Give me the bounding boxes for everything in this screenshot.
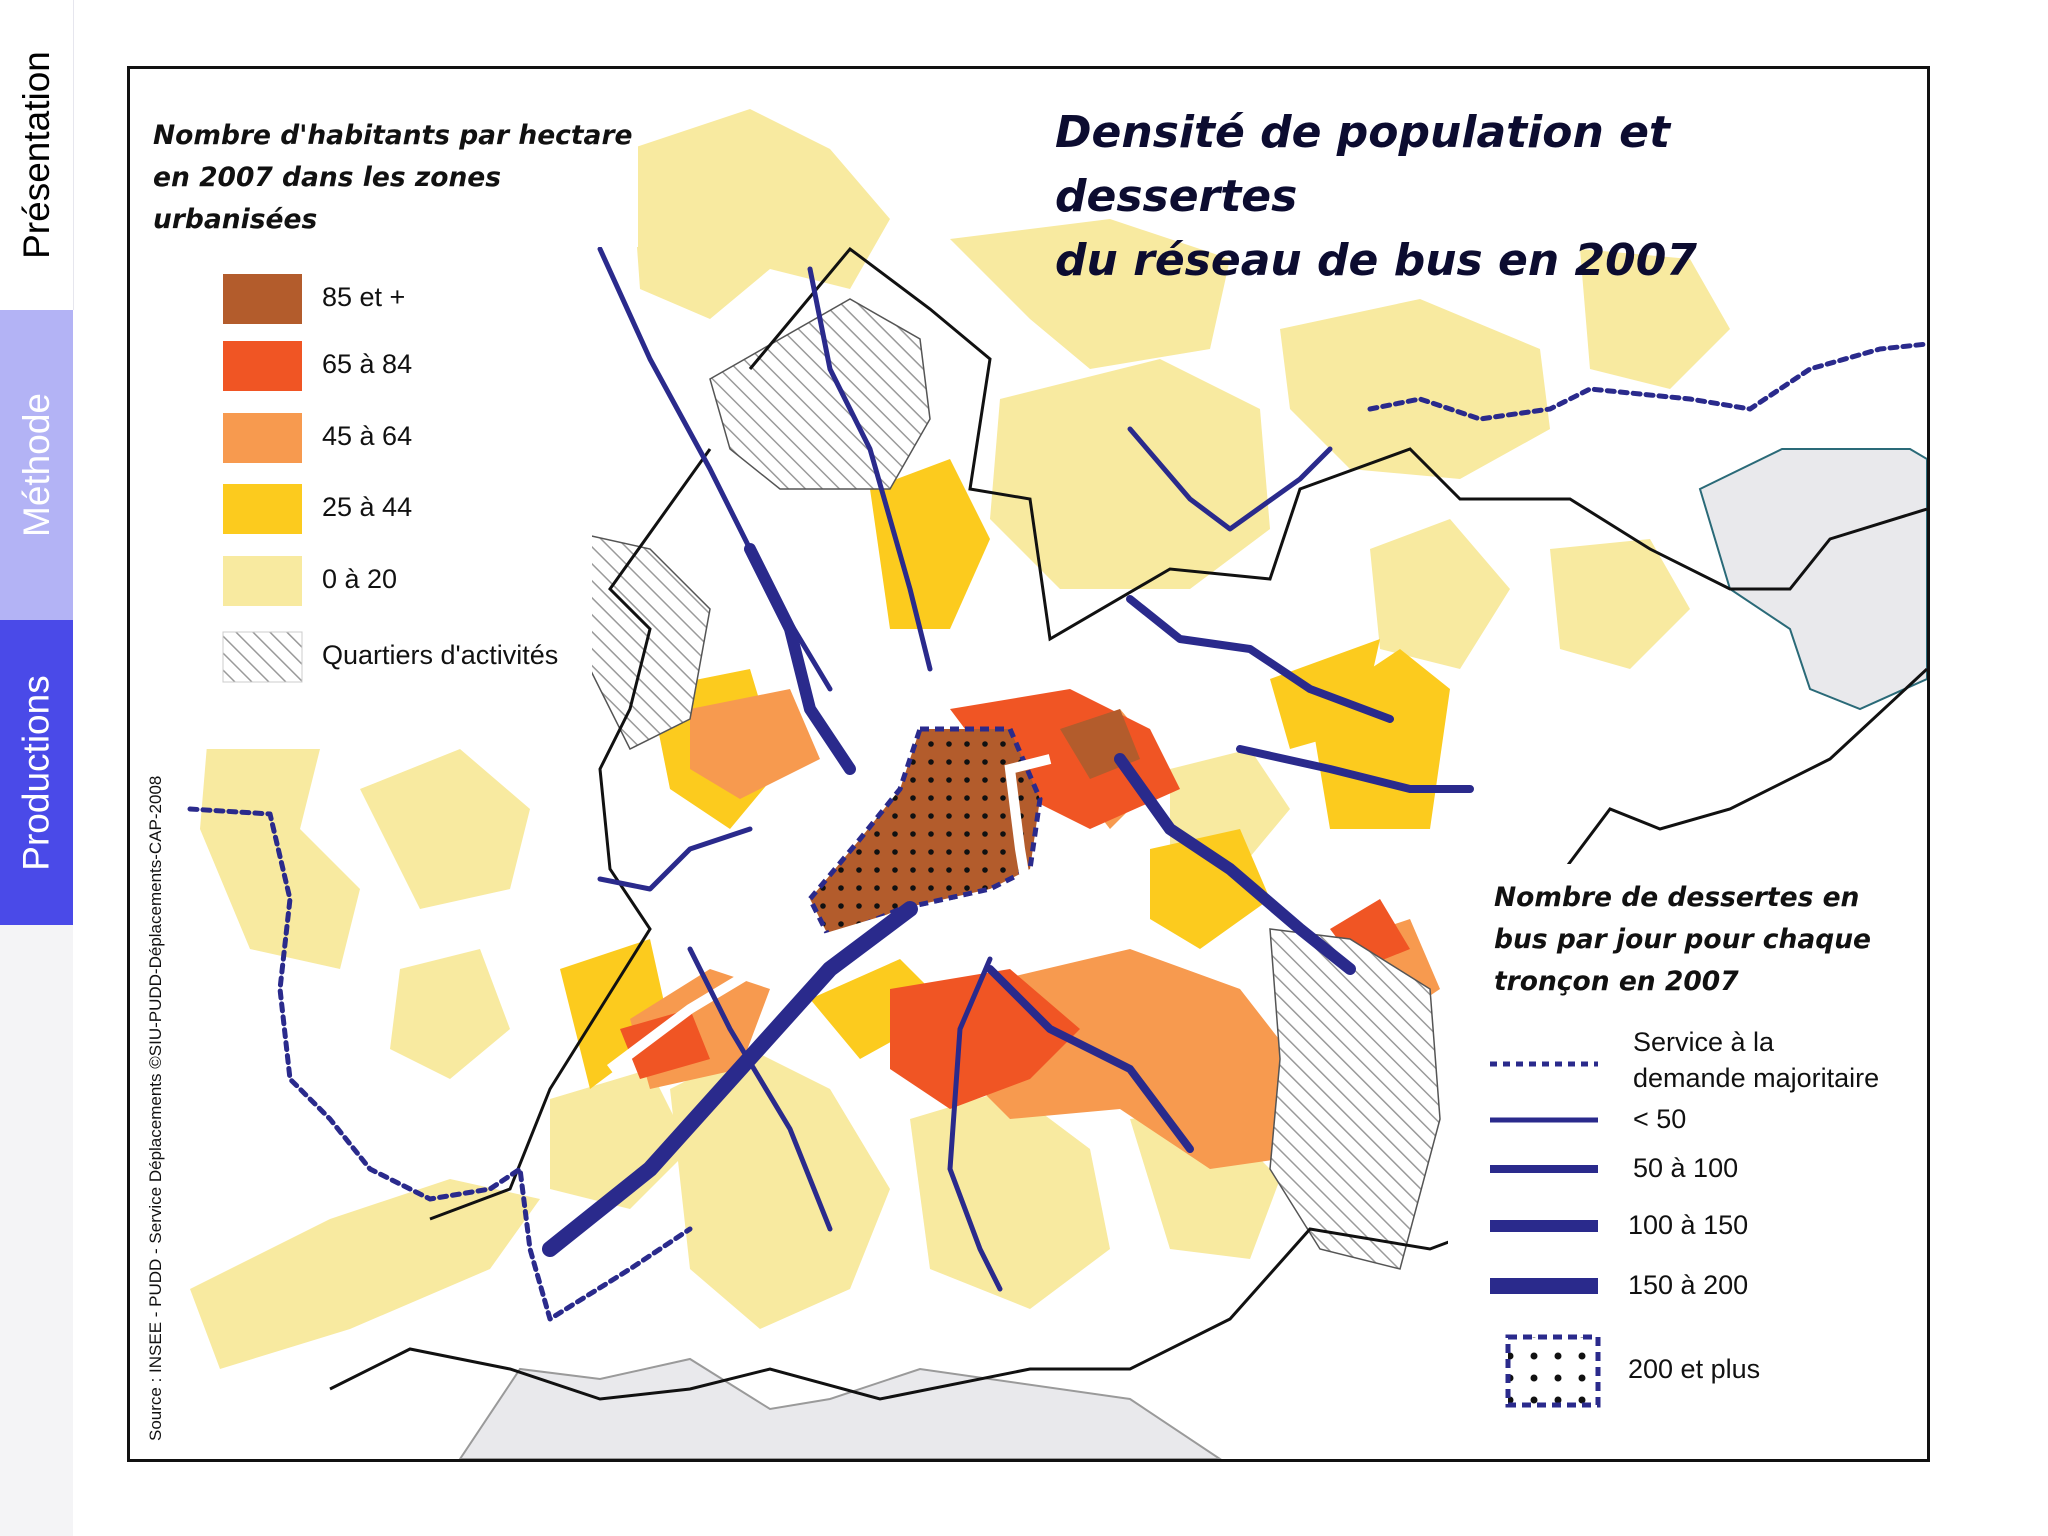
zone-light-east2 — [1370, 519, 1510, 669]
legend-label-150-200: 150 à 200 — [1628, 1270, 1749, 1300]
population-legend-heading-line2: en 2007 dans les zones — [153, 162, 502, 193]
tab-productions-label: Productions — [15, 674, 57, 871]
zone-light-northwest — [630, 109, 890, 319]
zone-light-east — [1580, 249, 1730, 389]
legend-label-25-44: 25 à 44 — [322, 492, 413, 522]
legend-label-45-64: 45 à 64 — [322, 421, 413, 451]
zone-yellow-southwest — [560, 939, 670, 1089]
density-bus-map — [142, 109, 1927, 1459]
source-note: Source : INSEE - PUDD - Service Déplacem… — [146, 775, 165, 1441]
swatch-45-64 — [223, 413, 302, 463]
river — [607, 754, 1052, 1073]
zone-light-south — [670, 1049, 890, 1329]
zone-red-south — [890, 969, 1080, 1109]
bus-line-on-demand-east — [1367, 341, 1927, 422]
bus-line-thin-west — [597, 826, 753, 892]
bus-legend-heading-line3: tronçon en 2007 — [1494, 966, 1739, 997]
population-legend-heading-line3: urbanisées — [153, 204, 318, 235]
activity-districts — [559, 298, 1441, 1270]
commune-boundary — [329, 246, 1927, 1401]
tab-productions[interactable]: Productions — [0, 620, 73, 925]
outer-gray-areas — [458, 448, 1927, 1459]
bus-line-thick-east — [1114, 753, 1356, 975]
legend-label-0-20: 0 à 20 — [322, 564, 398, 594]
zone-yellow-north — [870, 459, 990, 629]
zone-light-north — [950, 219, 1230, 369]
zone-red-southwest — [620, 1009, 710, 1079]
nav-background — [0, 925, 73, 1536]
bus-line-medium-east — [1236, 745, 1474, 793]
bus-line-medium-south — [986, 965, 1194, 1153]
legend-label-on-demand-line2: demande majoritaire — [1633, 1063, 1880, 1093]
zone-orange-north — [690, 689, 820, 799]
city-core-200-plus — [807, 726, 1043, 943]
bus-legend — [1448, 864, 1927, 1459]
legend-label-under-50: < 50 — [1633, 1104, 1687, 1134]
zone-light-south2 — [910, 1089, 1110, 1309]
zone-light-northeast — [1280, 299, 1550, 479]
population-legend-heading-line1: Nombre d'habitants par hectare — [153, 120, 633, 151]
swatch-25-44 — [223, 484, 302, 534]
zone-light-east3 — [1550, 539, 1690, 669]
legend-label-65-84: 65 à 84 — [322, 349, 413, 379]
zone-light-southwest — [190, 1179, 540, 1369]
tab-methode[interactable]: Méthode — [0, 310, 73, 620]
map-frame: Densité de population et dessertes du ré… — [127, 66, 1930, 1462]
bus-line-thin-north — [807, 266, 933, 672]
swatch-65-84 — [223, 341, 302, 391]
population-legend-heading: Nombre d'habitants par hectare en 2007 d… — [153, 115, 639, 247]
bus-line-medium-northeast — [1126, 595, 1394, 723]
map-title: Densité de population et dessertes du ré… — [1055, 101, 1927, 293]
zone-yellow-center-right — [1150, 829, 1270, 949]
bus-network — [187, 246, 1927, 1322]
bus-line-thick-northwest — [744, 543, 856, 775]
bus-line-very-thick-southwest — [542, 901, 918, 1257]
zone-light-west2 — [360, 749, 530, 909]
gray-area-south — [458, 1357, 1222, 1459]
source-note-anchor: Source : INSEE - PUDD - Service Déplacem… — [146, 776, 170, 1442]
legend-label-85-plus: 85 et + — [322, 282, 406, 312]
legend-label-200-plus: 200 et plus — [1628, 1354, 1761, 1384]
bus-line-thin-south — [947, 956, 1003, 1292]
map-title-line2: du réseau de bus en 2007 — [1055, 235, 1697, 286]
bus-line-thin-east — [1127, 426, 1333, 532]
bus-legend-heading: Nombre de dessertes en bus par jour pour… — [1494, 877, 1871, 1003]
bus-legend-heading-line1: Nombre de dessertes en — [1494, 882, 1860, 913]
swatch-0-20 — [223, 556, 302, 606]
gray-area-east — [1698, 448, 1927, 711]
zone-yellow-east — [1310, 649, 1450, 829]
bus-legend-heading-line2: bus par jour pour chaque — [1494, 924, 1872, 955]
legend-label-on-demand: Service à la demande majoritaire — [1633, 1024, 1879, 1096]
legend-label-100-150: 100 à 150 — [1628, 1210, 1749, 1240]
legend-label-activity-districts: Quartiers d'activités — [322, 640, 559, 670]
tab-presentation-label: Présentation — [15, 51, 57, 259]
bus-line-thin-southwest — [687, 946, 833, 1232]
activity-district-north — [709, 298, 931, 490]
legend-area-200-plus — [1505, 1334, 1601, 1408]
legend-label-50-100: 50 à 100 — [1633, 1153, 1739, 1183]
legend-label-on-demand-line1: Service à la — [1633, 1027, 1775, 1057]
zone-light-west3 — [390, 949, 510, 1079]
zone-yellow-river — [810, 959, 950, 1059]
swatch-activity-districts — [222, 631, 303, 683]
map-title-line1: Densité de population et dessertes — [1055, 107, 1670, 222]
tab-methode-label: Méthode — [15, 393, 57, 537]
tab-presentation[interactable]: Présentation — [0, 0, 74, 310]
zone-light-center-north — [990, 359, 1270, 589]
activity-district-southeast — [1269, 928, 1441, 1270]
swatch-85-plus — [223, 274, 302, 324]
bus-line-on-demand-west — [187, 806, 693, 1322]
